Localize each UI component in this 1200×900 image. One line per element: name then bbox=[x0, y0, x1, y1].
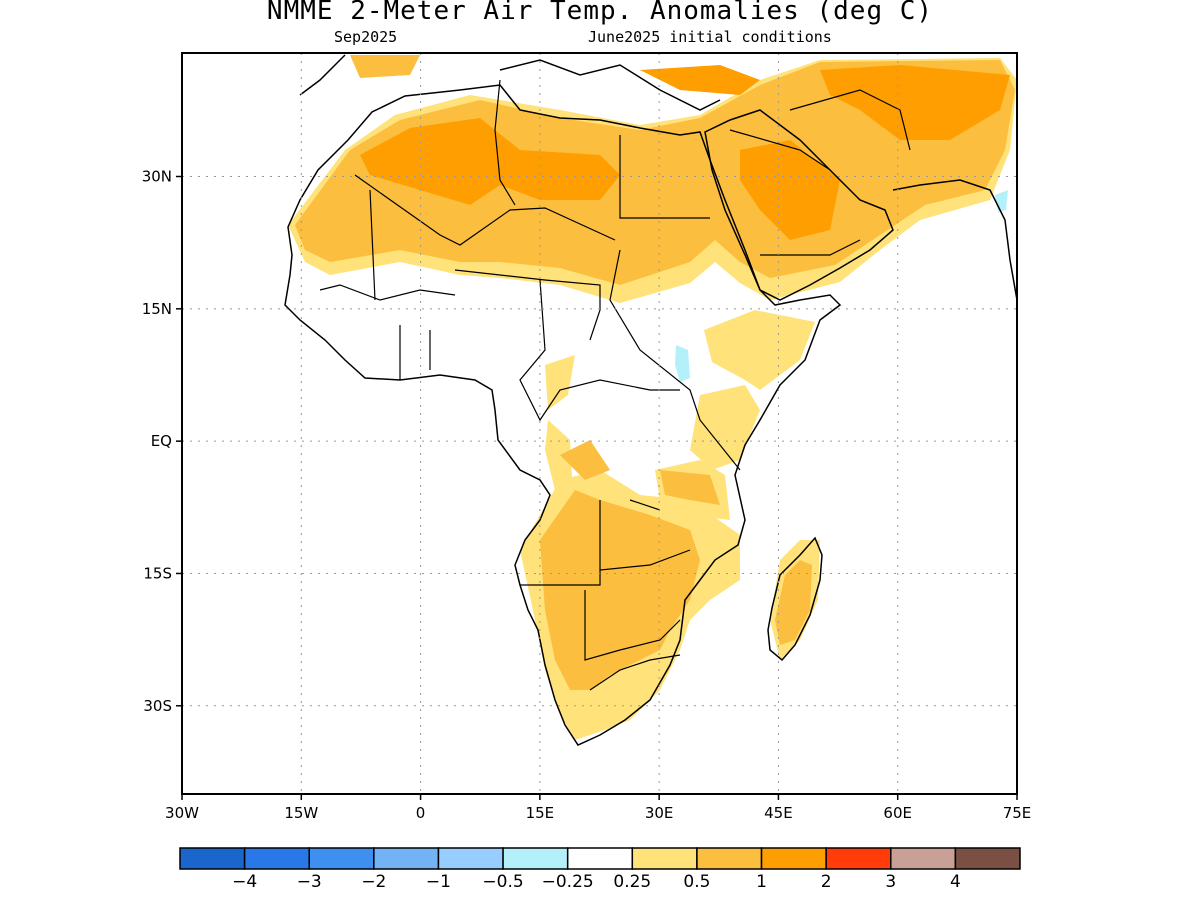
x-tick-label: 75E bbox=[1003, 804, 1032, 822]
x-tick-label: 30W bbox=[165, 804, 199, 822]
y-axis: 30N 15N EQ 15S 30S bbox=[142, 168, 182, 715]
colorbar-swatch bbox=[308, 847, 375, 870]
madagascar-coastline bbox=[767, 536, 823, 662]
colorbar-label: −2 bbox=[361, 872, 386, 892]
border-egypt-sudan bbox=[619, 135, 710, 219]
map-frame bbox=[181, 52, 1018, 795]
x-tick-label: 15E bbox=[526, 804, 555, 822]
colorbar-swatch bbox=[760, 847, 827, 870]
colorbar-label: 3 bbox=[885, 872, 896, 892]
colorbar-swatch bbox=[825, 847, 892, 870]
colorbar-label: 2 bbox=[821, 872, 832, 892]
colorbar-swatch bbox=[890, 847, 957, 870]
colorbar-label: −3 bbox=[297, 872, 322, 892]
y-tick-label: 30S bbox=[143, 697, 172, 715]
colorbar-label: −4 bbox=[232, 872, 257, 892]
border-sa bbox=[589, 654, 681, 691]
map-title: NMME 2-Meter Air Temp. Anomalies (deg C) bbox=[266, 0, 934, 26]
y-tick-label: 15N bbox=[142, 300, 172, 318]
colorbar-swatch bbox=[437, 847, 504, 870]
border-east bbox=[609, 249, 741, 471]
border-libya-egypt bbox=[494, 79, 516, 206]
coastline-layer bbox=[284, 54, 1017, 746]
colorbar-swatch bbox=[631, 847, 698, 870]
x-tick-label: 45E bbox=[764, 804, 793, 822]
subtitle-initial-conditions: June2025 initial conditions bbox=[588, 28, 832, 46]
colorbar-label: 0.25 bbox=[613, 872, 651, 892]
country-borders bbox=[319, 79, 911, 691]
border-south bbox=[520, 499, 691, 661]
x-tick-label: 15W bbox=[284, 804, 318, 822]
colorbar-label: 4 bbox=[950, 872, 961, 892]
border-central bbox=[519, 279, 680, 422]
colorbar-label: −0.25 bbox=[542, 872, 594, 892]
anomaly-1-2-region bbox=[360, 65, 1010, 240]
y-tick-label: 30N bbox=[142, 168, 172, 186]
y-tick-label: EQ bbox=[151, 432, 172, 450]
border-west bbox=[319, 284, 456, 380]
y-tick-label: 15S bbox=[143, 564, 172, 582]
subtitle-valid-month: Sep2025 bbox=[334, 28, 398, 46]
colorbar-swatch bbox=[373, 847, 440, 870]
colorbar-swatch bbox=[696, 847, 763, 870]
x-tick-label: 0 bbox=[416, 804, 426, 822]
x-axis: 30W 15W 0 15E 30E 45E 60E 75E bbox=[165, 794, 1031, 822]
colorbar-label: 1 bbox=[756, 872, 767, 892]
africa-coastline bbox=[284, 84, 842, 746]
gridlines bbox=[182, 53, 1017, 794]
colorbar-swatch bbox=[954, 847, 1021, 870]
colorbar-label: 0.5 bbox=[683, 872, 710, 892]
anomaly-0.5-1-region bbox=[295, 55, 1015, 690]
colorbar: −4 −3 −2 −1 −0.5 −0.25 0.25 0.5 1 2 3 4 bbox=[179, 847, 1021, 892]
border-arabia bbox=[729, 89, 911, 256]
colorbar-label: −1 bbox=[426, 872, 451, 892]
border-algeria-mali bbox=[354, 174, 616, 246]
anomaly-shading bbox=[288, 55, 1017, 740]
x-tick-label: 60E bbox=[883, 804, 912, 822]
colorbar-swatch bbox=[566, 847, 634, 870]
x-tick-label: 30E bbox=[645, 804, 674, 822]
asia-coast bbox=[892, 179, 1017, 301]
border-sahel bbox=[369, 189, 601, 341]
mediterranean-north-coast bbox=[299, 54, 721, 111]
colorbar-swatch bbox=[243, 847, 310, 870]
colorbar-label: −0.5 bbox=[482, 872, 523, 892]
colorbar-swatch bbox=[179, 847, 246, 870]
colorbar-swatch bbox=[502, 847, 569, 870]
arabia-coastline bbox=[704, 109, 894, 301]
